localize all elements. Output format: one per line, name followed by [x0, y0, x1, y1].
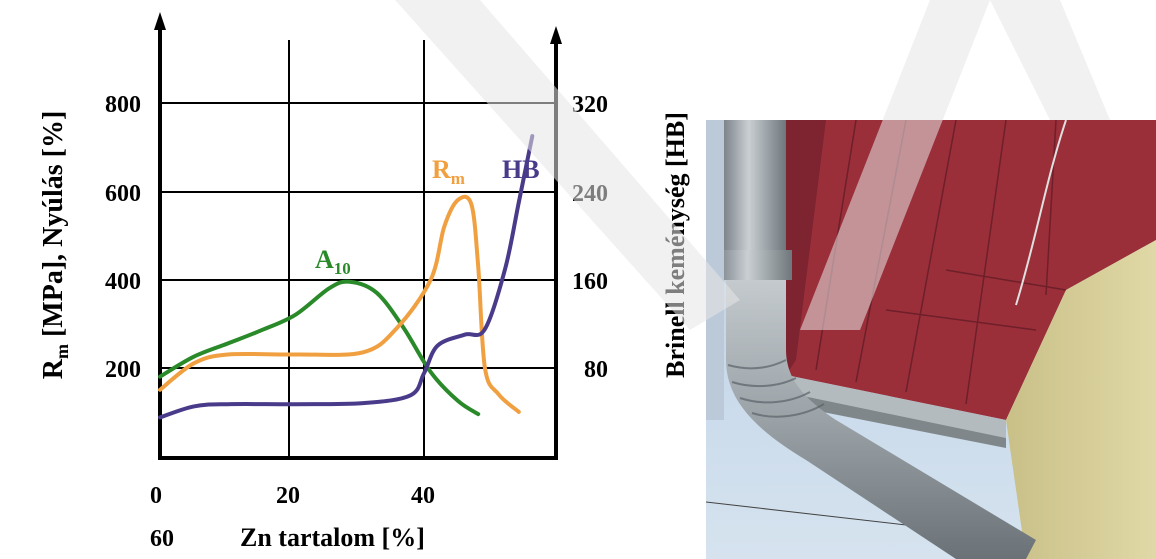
- x-tick-0: 0: [150, 483, 162, 509]
- y-left-label: Rm [MPa], Nyúlás [%]: [38, 111, 72, 380]
- series-label-a10-sub: 10: [334, 259, 351, 278]
- series-label-hb: HB: [502, 155, 540, 184]
- rain-gutter-photo-icon: [706, 120, 1156, 559]
- watermark-stroke-3: [990, 0, 1110, 120]
- x-axis-label: Zn tartalom [%]: [240, 523, 425, 552]
- y-right-tick-240: 240: [572, 181, 608, 207]
- series-label-rm: Rm: [432, 155, 465, 188]
- y-left-label-rest: [MPa], Nyúlás [%]: [38, 111, 69, 344]
- x-tick-40: 40: [411, 483, 435, 509]
- x-tick-20: 20: [276, 483, 300, 509]
- x-tick-60: 60: [150, 526, 174, 552]
- y-right-tick-160: 160: [572, 269, 608, 295]
- series-label-a10-main: A: [315, 245, 334, 274]
- series-label-a10: A10: [315, 245, 351, 278]
- y-left-tick-400: 400: [105, 269, 141, 295]
- y-left-tick-800: 800: [105, 92, 141, 118]
- y-left-label-main: R: [38, 358, 69, 379]
- y-right-label: Brinell keménység [HB]: [661, 112, 690, 378]
- y-left-label-sub: m: [52, 344, 72, 359]
- chart: 800 600 400 200 320 240 160 80 0 20 40 6…: [0, 0, 700, 559]
- series-line-1: [160, 197, 519, 412]
- right-axis-arrow: [550, 26, 562, 44]
- y-left-tick-600: 600: [105, 181, 141, 207]
- series-line-0: [160, 282, 478, 415]
- rain-gutter-photo: [706, 120, 1156, 559]
- y-left-tick-200: 200: [105, 357, 141, 383]
- y-right-tick-320: 320: [572, 92, 608, 118]
- series-label-rm-main: R: [432, 155, 451, 184]
- left-axis-arrow: [154, 12, 166, 30]
- series-label-rm-sub: m: [451, 169, 465, 188]
- y-right-tick-80: 80: [584, 357, 608, 383]
